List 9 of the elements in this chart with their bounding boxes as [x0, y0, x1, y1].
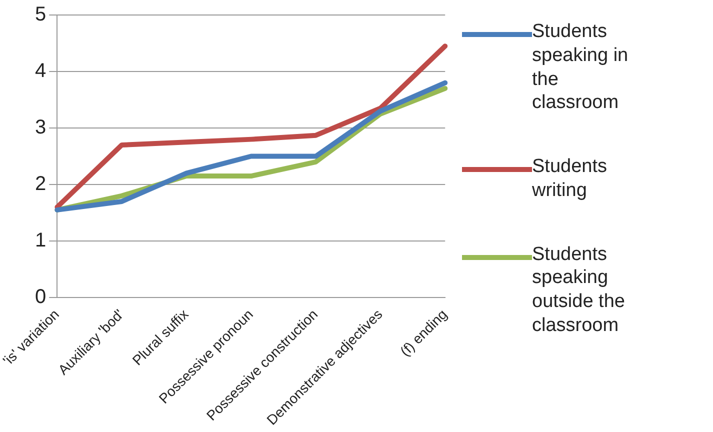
legend-label: Students writing [532, 155, 608, 202]
legend-label: Students speaking outside the classroom [532, 242, 626, 338]
y-tick-label: 1 [35, 230, 46, 252]
y-tick-label: 5 [35, 4, 46, 26]
legend-label: Students speaking in the classroom [532, 20, 630, 115]
y-tick-label: 0 [35, 286, 46, 308]
y-tick-label: 3 [35, 116, 46, 139]
y-tick-label: 4 [35, 60, 46, 82]
y-tick-label: 2 [35, 173, 46, 196]
